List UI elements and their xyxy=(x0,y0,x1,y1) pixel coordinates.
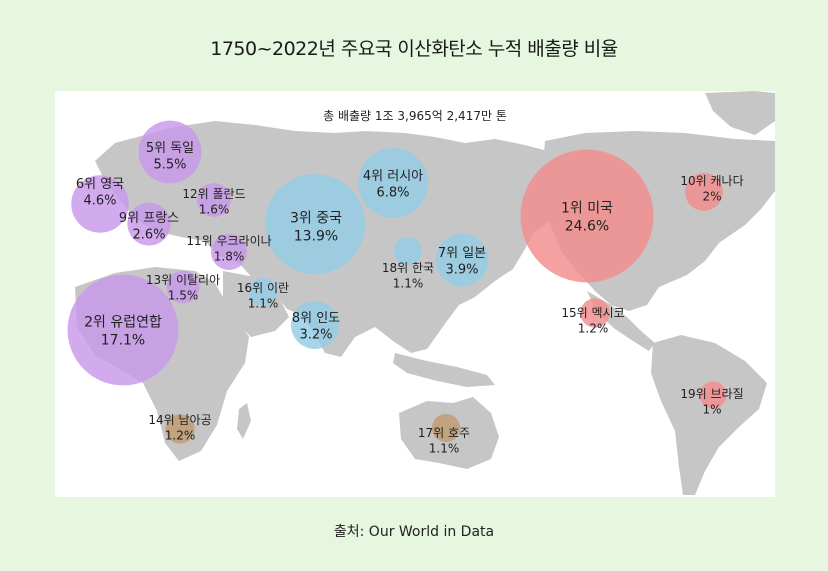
bubble-인도 xyxy=(291,301,339,349)
bubble-미국 xyxy=(520,149,654,283)
bubble-value-영국: 4.6% xyxy=(83,194,116,209)
bubble-label-이란: 16위 이란 xyxy=(237,281,289,295)
bubble-캐나다 xyxy=(685,173,723,211)
landmass-indonesia xyxy=(393,353,495,387)
bubble-이탈리아 xyxy=(166,270,200,304)
bubble-value-한국: 1.1% xyxy=(393,277,424,291)
bubble-label-미국: 1위 미국 xyxy=(561,201,613,217)
bubble-label-영국: 6위 영국 xyxy=(76,177,124,192)
bubble-value-폴란드: 1.6% xyxy=(199,203,230,217)
bubble-브라질 xyxy=(699,381,727,409)
bubble-value-캐나다: 2% xyxy=(702,190,721,204)
bubble-value-브라질: 1% xyxy=(702,403,721,417)
bubble-layer xyxy=(67,120,727,444)
bubble-label-멕시코: 15위 멕시코 xyxy=(561,306,624,320)
chart-title: 1750~2022년 주요국 이산화탄소 누적 배출량 비율 xyxy=(210,38,618,60)
bubble-label-중국: 3위 중국 xyxy=(290,211,342,227)
bubble-label-호주: 17위 호주 xyxy=(418,426,470,440)
bubble-value-우크라이나: 1.8% xyxy=(214,250,245,264)
bubble-프랑스 xyxy=(127,202,171,246)
bubble-label-브라질: 19위 브라질 xyxy=(680,387,743,401)
bubble-value-유럽연합: 17.1% xyxy=(101,333,145,349)
bubble-value-일본: 3.9% xyxy=(445,263,478,278)
bubble-value-독일: 5.5% xyxy=(153,158,186,173)
world-map: 1위 미국 24.6% 2위 유럽연합 17.1% 3위 중국 13.9% 4위 러시아 6.… xyxy=(67,91,775,495)
bubble-value-호주: 1.1% xyxy=(429,442,460,456)
bubble-label-남아공: 14위 남아공 xyxy=(148,413,211,427)
bubble-멕시코 xyxy=(580,298,610,328)
bubble-value-멕시코: 1.2% xyxy=(578,322,609,336)
bubble-남아공 xyxy=(165,414,195,444)
bubble-label-한국: 18위 한국 xyxy=(382,261,434,275)
bubble-호주 xyxy=(431,413,461,443)
bubble-label-프랑스: 9위 프랑스 xyxy=(119,211,179,226)
bubble-value-인도: 3.2% xyxy=(299,328,332,343)
bubble-value-미국: 24.6% xyxy=(565,219,609,235)
bubble-label-독일: 5위 독일 xyxy=(146,141,194,156)
bubble-value-이탈리아: 1.5% xyxy=(168,289,199,303)
bubble-label-인도: 8위 인도 xyxy=(292,311,340,326)
bubble-독일 xyxy=(138,120,202,184)
bubble-value-이란: 1.1% xyxy=(248,297,279,311)
bubble-value-프랑스: 2.6% xyxy=(132,228,165,243)
bubble-label-폴란드: 12위 폴란드 xyxy=(182,187,245,201)
source-note: 출처: Our World in Data xyxy=(333,524,495,540)
bubble-우크라이나 xyxy=(211,234,247,270)
bubble-영국 xyxy=(71,175,129,233)
total-emissions-label: 총 배출량 1조 3,965억 2,417만 톤 xyxy=(323,109,507,123)
bubble-label-일본: 7위 일본 xyxy=(438,246,486,261)
map-panel: 1위 미국 24.6% 2위 유럽연합 17.1% 3위 중국 13.9% 4위 러시아 6.… xyxy=(55,91,775,497)
landmass-greenland xyxy=(705,91,775,135)
bubble-label-캐나다: 10위 캐나다 xyxy=(680,174,743,188)
bubble-이란 xyxy=(248,277,278,307)
bubble-label-유럽연합: 2위 유럽연합 xyxy=(84,315,162,331)
label-layer: 1위 미국 24.6% 2위 유럽연합 17.1% 3위 중국 13.9% 4위 러시아 6.… xyxy=(76,141,744,456)
bubble-유럽연합 xyxy=(67,274,179,386)
bubble-label-우크라이나: 11위 우크라이나 xyxy=(186,234,271,248)
bubble-label-러시아: 4위 러시아 xyxy=(363,169,423,184)
bubble-폴란드 xyxy=(197,183,231,217)
bubble-label-이탈리아: 13위 이탈리아 xyxy=(146,273,220,287)
bubble-한국 xyxy=(393,236,423,266)
landmass-south-america xyxy=(651,335,767,495)
bubble-value-중국: 13.9% xyxy=(294,229,338,245)
bubble-일본 xyxy=(435,233,489,287)
bubble-중국 xyxy=(265,174,365,274)
bubble-러시아 xyxy=(358,148,428,218)
bubble-value-남아공: 1.2% xyxy=(165,429,196,443)
landmass-madagascar xyxy=(237,403,251,439)
bubble-value-러시아: 6.8% xyxy=(376,186,409,201)
